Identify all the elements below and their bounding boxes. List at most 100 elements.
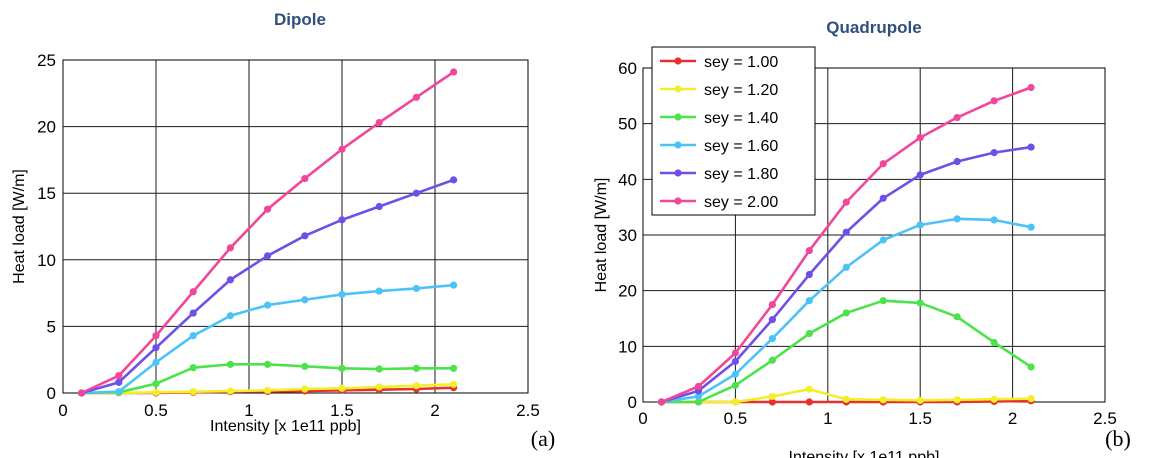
- data-point: [879, 297, 887, 305]
- legend-label: sey = 2.00: [704, 194, 778, 211]
- data-point: [768, 334, 776, 343]
- data-point: [879, 194, 887, 202]
- data-point: [694, 382, 703, 391]
- x-axis-label: Intensity [x 1e11 ppb]: [210, 418, 361, 435]
- data-point: [916, 171, 924, 179]
- legend-item: sey = 1.20: [660, 82, 778, 99]
- data-point: [226, 312, 234, 320]
- data-point: [264, 301, 272, 309]
- plot-area: [62, 59, 529, 394]
- y-tick-label: 0: [628, 393, 637, 412]
- data-point: [768, 316, 776, 324]
- quadrupole-chart: 0 0.5 1 1.5 2 2.5 0 10 20 30 40 50 60 Quadrupole Inten…: [593, 18, 1131, 458]
- data-point: [338, 364, 346, 372]
- x-tick-label: 1: [244, 401, 253, 420]
- data-point: [338, 384, 346, 392]
- grid-lines: [63, 60, 528, 393]
- data-point: [412, 189, 420, 197]
- y-tick-label: 10: [37, 251, 56, 270]
- x-tick-label: 0.5: [144, 401, 168, 420]
- legend-swatch-marker: [674, 113, 682, 121]
- legend-label: sey = 1.80: [704, 166, 778, 183]
- data-point: [338, 145, 346, 153]
- legend-item: sey = 1.60: [660, 138, 778, 155]
- data-point: [768, 392, 776, 401]
- data-point: [842, 309, 850, 317]
- x-tick-label: 2.5: [516, 401, 540, 420]
- dipole-chart: 0 0.5 1 1.5 2 2.5 0 5 10 15 20 25 Dipole Intensity [x…: [11, 10, 555, 451]
- data-point: [953, 215, 961, 223]
- data-point: [916, 221, 924, 229]
- y-tick-label: 30: [618, 226, 637, 245]
- legend-box: [651, 46, 816, 216]
- data-point: [115, 372, 123, 380]
- data-point: [1027, 83, 1035, 92]
- data-point: [953, 157, 961, 166]
- data-point: [301, 174, 309, 183]
- data-point: [842, 228, 850, 236]
- data-point: [768, 398, 776, 406]
- data-point: [768, 356, 776, 364]
- y-axis-label: Heat load [W/m]: [11, 169, 28, 284]
- data-point: [953, 113, 961, 122]
- data-point: [375, 119, 383, 127]
- data-point: [953, 313, 961, 321]
- y-tick-label: 25: [37, 51, 56, 70]
- data-point: [990, 216, 998, 224]
- data-point: [916, 396, 924, 404]
- data-point: [731, 357, 740, 365]
- data-point: [731, 381, 740, 389]
- data-point: [264, 252, 272, 260]
- data-point: [264, 360, 272, 368]
- data-point: [226, 387, 234, 395]
- data-point: [805, 297, 813, 305]
- legend-swatch-marker: [674, 85, 682, 93]
- data-point: [731, 398, 740, 406]
- series-5: [78, 176, 458, 397]
- y-tick-label: 20: [618, 282, 637, 301]
- data-point: [78, 389, 86, 397]
- data-point: [450, 68, 458, 76]
- data-point: [916, 133, 924, 142]
- data-point: [152, 332, 160, 340]
- data-point: [338, 216, 346, 224]
- data-point: [953, 396, 961, 404]
- y-tick-label: 20: [37, 118, 56, 137]
- data-point: [301, 232, 309, 240]
- y-tick-label: 5: [47, 317, 56, 336]
- data-point: [990, 149, 998, 157]
- data-point: [990, 338, 998, 347]
- data-point: [990, 395, 998, 403]
- data-point: [375, 383, 383, 391]
- data-point: [375, 202, 383, 211]
- data-point: [805, 385, 813, 393]
- data-point: [338, 290, 346, 299]
- data-point: [301, 385, 309, 393]
- data-point: [879, 396, 887, 404]
- legend-label: sey = 1.20: [704, 82, 778, 99]
- data-point: [301, 362, 309, 370]
- data-point: [412, 93, 420, 101]
- data-point: [152, 380, 160, 388]
- series-4: [657, 215, 1035, 406]
- data-point: [731, 370, 740, 378]
- legend-swatch-marker: [674, 57, 682, 65]
- panel-label: (b): [1105, 426, 1131, 451]
- data-point: [450, 176, 458, 184]
- data-point: [189, 332, 197, 340]
- legend-label: sey = 1.00: [704, 54, 778, 71]
- legend-swatch-marker: [674, 169, 682, 177]
- x-tick-label: 1.5: [330, 401, 354, 420]
- data-point: [226, 244, 234, 252]
- data-point: [879, 236, 887, 244]
- data-point: [768, 300, 776, 309]
- legend-label: sey = 1.60: [704, 138, 778, 155]
- chart-title: Dipole: [274, 10, 326, 29]
- data-point: [450, 364, 458, 372]
- data-point: [916, 299, 924, 307]
- series-6: [657, 83, 1035, 406]
- data-point: [226, 276, 234, 284]
- x-tick-label: 1.5: [908, 409, 932, 428]
- data-point: [805, 270, 813, 279]
